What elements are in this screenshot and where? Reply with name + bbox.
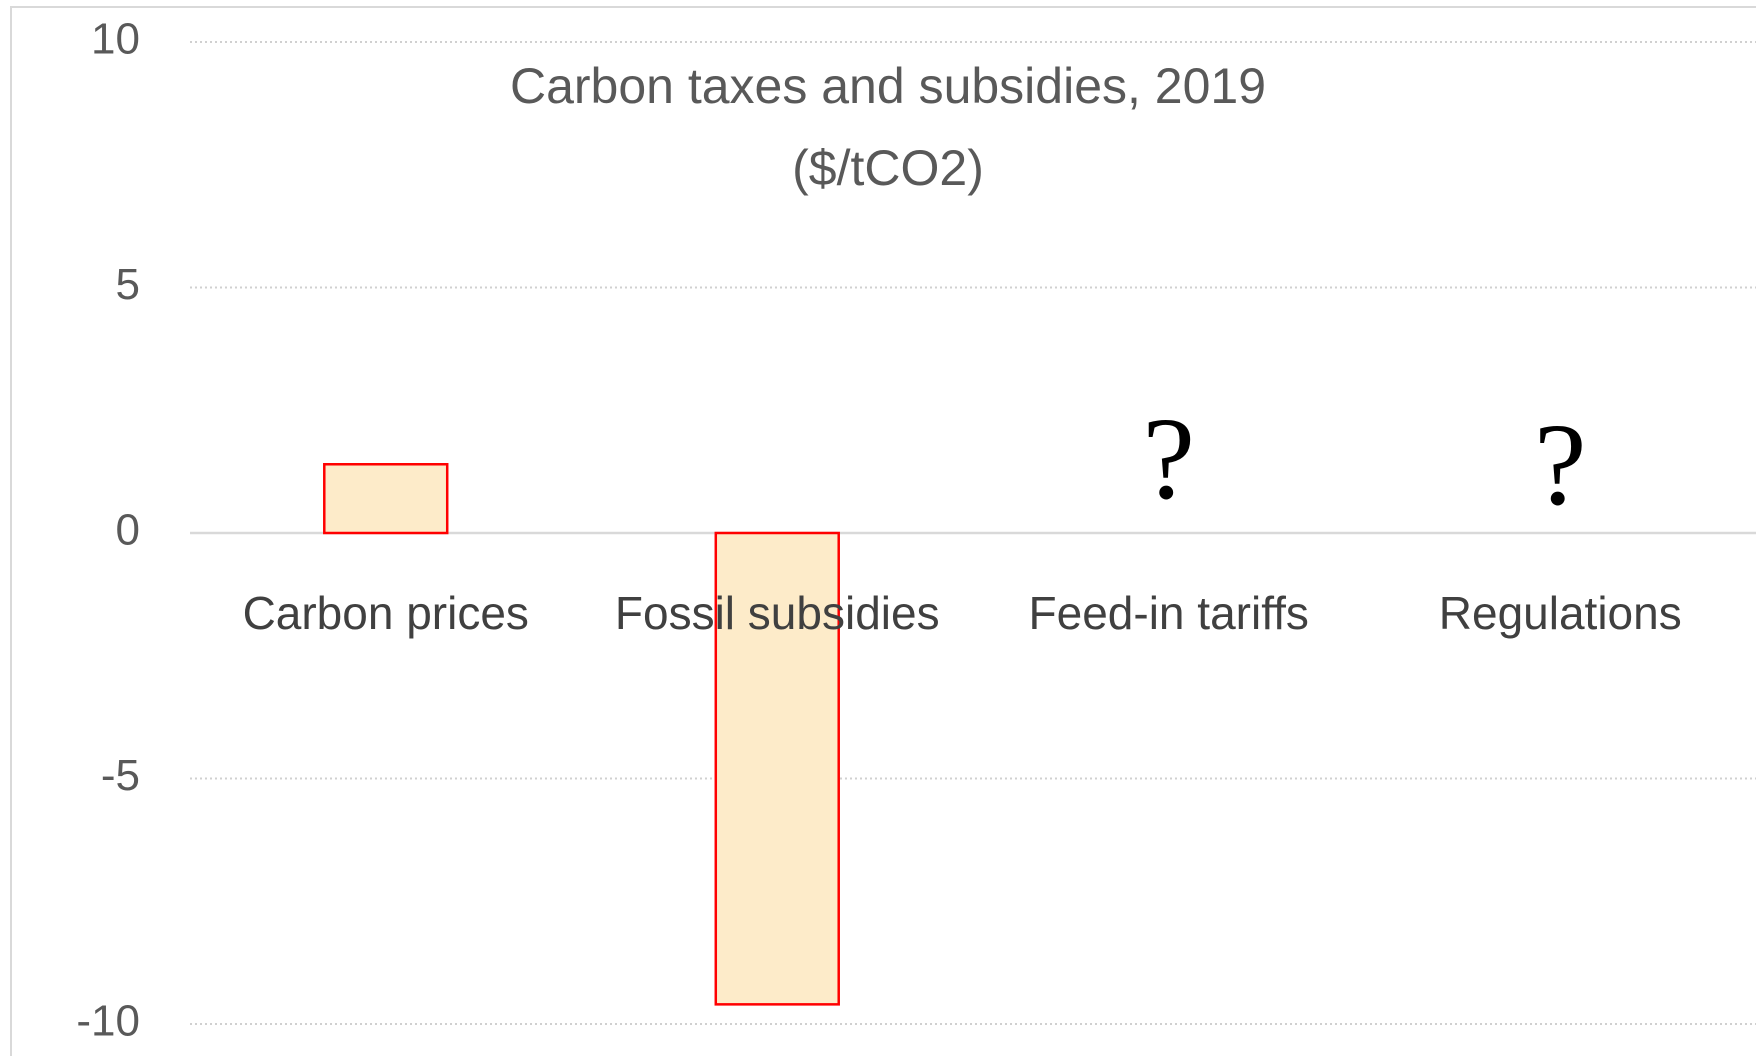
chart-subtitle: ($/tCO2) [792, 140, 984, 196]
x-tick-label: Regulations [1438, 587, 1682, 639]
y-tick-label: -5 [101, 751, 140, 800]
bar [323, 463, 449, 535]
y-tick-label: 0 [116, 506, 140, 555]
bar [714, 531, 840, 1006]
x-tick-label: Feed-in tariffs [1028, 587, 1309, 639]
chart-frame [10, 6, 1756, 1056]
annotation: ? [1534, 399, 1586, 530]
grid [190, 41, 1756, 1025]
x-tick-label: Fossil subsidies [614, 587, 940, 639]
x-tick-label: Carbon prices [242, 587, 529, 639]
chart-title: Carbon taxes and subsidies, 2019 [510, 58, 1266, 114]
y-tick-label: 10 [91, 15, 140, 64]
annotation: ? [1143, 393, 1195, 524]
y-tick-label: -10 [76, 997, 140, 1046]
y-tick-label: 5 [116, 260, 140, 309]
